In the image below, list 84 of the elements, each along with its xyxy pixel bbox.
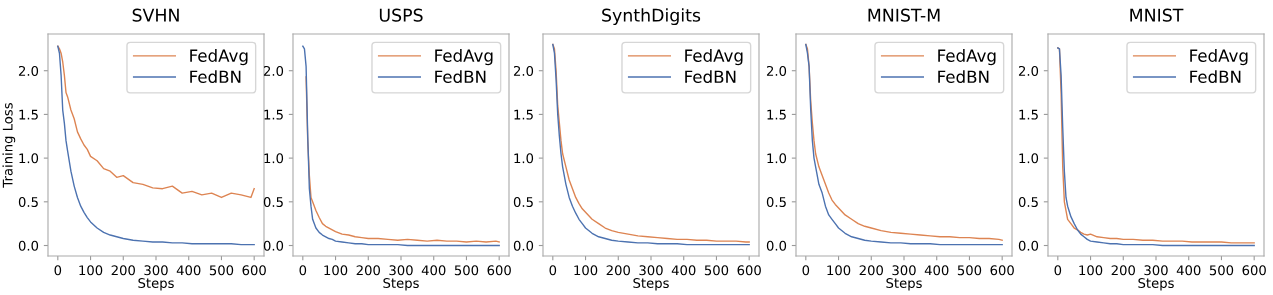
chart-title: USPS	[379, 8, 423, 22]
y-tick-label: 2.0	[18, 65, 39, 76]
x-tick-label: 200	[111, 265, 135, 276]
x-tick-label: 300	[892, 265, 916, 276]
y-tick-label: 2.0	[513, 65, 534, 76]
x-tick-label: 300	[639, 265, 663, 276]
x-axis-title: Steps	[886, 278, 922, 291]
x-tick-label: 0	[54, 265, 62, 276]
x-tick-label: 100	[79, 265, 103, 276]
x-axis-title: Steps	[633, 278, 669, 291]
chart-title: MNIST-M	[868, 8, 940, 22]
y-tick-label: 0.5	[766, 197, 786, 208]
x-tick-label: 500	[1209, 265, 1234, 276]
legend-label: FedAvg	[685, 49, 743, 66]
x-tick-label: 100	[1079, 265, 1103, 276]
x-tick-label: 600	[990, 265, 1014, 276]
legend-label: FedAvg	[938, 49, 996, 66]
chart-title: MNIST	[1130, 8, 1184, 22]
x-tick-label: 500	[957, 265, 982, 276]
y-tick-label: 0.0	[513, 240, 534, 251]
y-tick-label: 2.0	[1018, 65, 1039, 76]
x-axis-title: Steps	[1138, 278, 1174, 291]
x-tick-label: 300	[144, 265, 168, 276]
x-tick-label: 400	[924, 265, 949, 276]
legend-label: FedAvg	[435, 49, 493, 66]
x-tick-label: 100	[324, 265, 348, 276]
y-tick-label: 0.5	[1018, 197, 1038, 208]
x-tick-label: 500	[704, 265, 729, 276]
y-tick-label: 1.0	[264, 153, 284, 164]
legend-label: FedBN	[1190, 70, 1241, 84]
x-tick-label: 600	[737, 265, 761, 276]
y-tick-label: 0.5	[263, 197, 283, 208]
y-tick-label: 1.5	[1019, 109, 1038, 120]
x-tick-label: 400	[421, 265, 446, 276]
x-tick-label: 200	[1111, 265, 1135, 276]
y-tick-label: 0.0	[766, 240, 787, 251]
legend-label: FedBN	[685, 70, 736, 84]
line-series	[57, 45, 255, 199]
x-tick-label: 200	[356, 265, 380, 276]
x-tick-label: 300	[389, 265, 413, 276]
x-tick-label: 400	[176, 265, 201, 276]
x-tick-label: 100	[574, 265, 598, 276]
x-tick-label: 0	[1054, 265, 1062, 276]
x-tick-label: 100	[827, 265, 851, 276]
y-tick-label: 0.0	[263, 240, 284, 251]
y-tick-label: 1.5	[264, 109, 283, 120]
chart-title: SVHN	[132, 8, 179, 22]
x-tick-label: 600	[487, 265, 511, 276]
chart-title: SynthDigits	[602, 8, 701, 26]
legend-label: FedAvg	[1190, 49, 1248, 66]
x-tick-label: 0	[299, 265, 307, 276]
y-tick-label: 0.5	[513, 197, 533, 208]
y-tick-label: 1.0	[514, 153, 534, 164]
y-tick-label: 1.0	[19, 153, 39, 164]
x-tick-label: 0	[549, 265, 557, 276]
y-tick-label: 1.0	[767, 153, 787, 164]
y-tick-label: 0.0	[18, 240, 39, 251]
x-tick-label: 200	[606, 265, 630, 276]
x-axis-title: Steps	[138, 278, 174, 291]
y-tick-label: 0.5	[18, 197, 38, 208]
legend-label: FedBN	[938, 70, 989, 84]
y-tick-label: 2.0	[766, 65, 787, 76]
x-tick-label: 600	[242, 265, 266, 276]
x-tick-label: 600	[1242, 265, 1266, 276]
x-tick-label: 400	[1176, 265, 1201, 276]
x-tick-label: 500	[209, 265, 234, 276]
line-series	[57, 45, 255, 246]
x-tick-label: 400	[671, 265, 696, 276]
line-series	[302, 45, 500, 247]
y-tick-label: 1.5	[514, 109, 533, 120]
y-tick-label: 1.5	[19, 109, 38, 120]
y-axis-title: Training Loss	[2, 103, 16, 188]
y-tick-label: 0.0	[1018, 240, 1039, 251]
legend-label: FedAvg	[190, 49, 248, 66]
x-tick-label: 0	[802, 265, 810, 276]
y-tick-label: 2.0	[263, 65, 284, 76]
x-tick-label: 300	[1144, 265, 1168, 276]
legend-label: FedBN	[435, 70, 486, 84]
legend-label: FedBN	[190, 70, 241, 84]
y-tick-label: 1.5	[767, 109, 786, 120]
x-axis-title: Steps	[383, 278, 419, 291]
y-tick-label: 1.0	[1019, 153, 1039, 164]
x-tick-label: 500	[454, 265, 479, 276]
x-tick-label: 200	[859, 265, 883, 276]
